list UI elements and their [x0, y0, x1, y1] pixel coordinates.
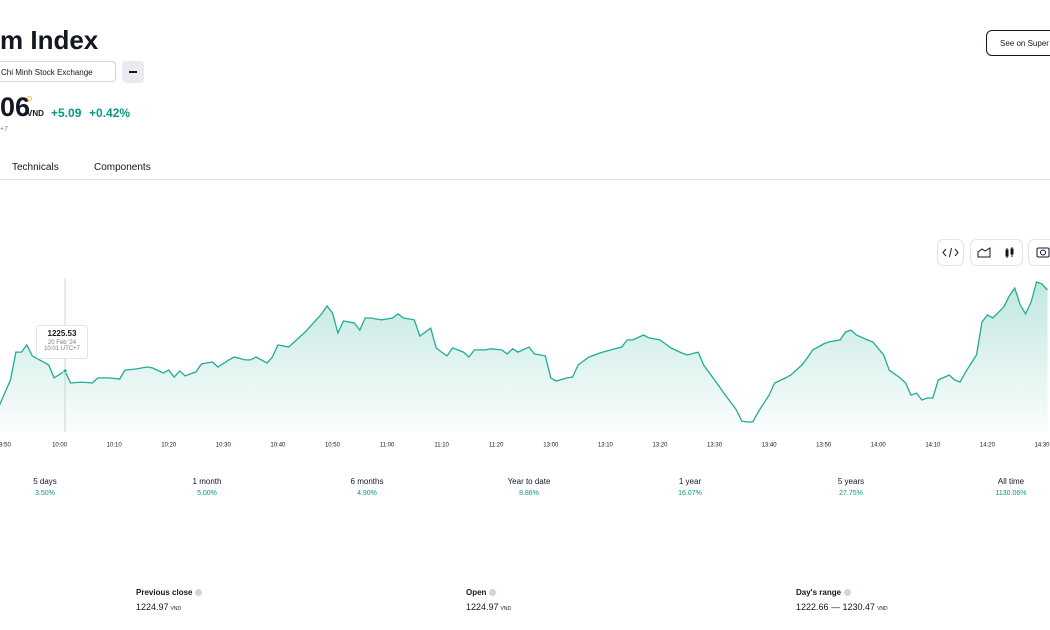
stat-label-text: Day's range: [796, 588, 842, 597]
more-button[interactable]: [122, 61, 144, 83]
chart-style-toggle[interactable]: [970, 239, 1023, 266]
info-icon[interactable]: [195, 589, 203, 596]
performance-period[interactable]: All time: [997, 477, 1025, 486]
performance-period[interactable]: 6 months: [350, 477, 384, 486]
stat-value: 1224.97 VND: [466, 602, 511, 612]
x-tick-label: 10:00: [52, 443, 68, 449]
x-tick-label: 9:50: [0, 443, 11, 449]
x-tick-label: 10:40: [270, 443, 286, 449]
area-fill: [0, 282, 1048, 432]
x-tick-label: 13:40: [762, 443, 778, 449]
price-flag: D: [27, 96, 33, 103]
price: 06: [0, 92, 31, 122]
chart-toolbar: [937, 239, 1050, 266]
currency: VND: [27, 109, 44, 118]
info-icon[interactable]: [489, 589, 497, 596]
screenshot-button[interactable]: [1028, 239, 1050, 266]
see-on-button[interactable]: See on Super: [986, 30, 1050, 56]
stat-value: 1224.97 VND: [136, 602, 181, 612]
performance-change: 1130.06%: [995, 490, 1027, 497]
x-tick-label: 13:10: [598, 443, 614, 449]
x-tick-label: 13:00: [543, 443, 559, 449]
candle-icon[interactable]: [1005, 247, 1014, 258]
tooltip-date: 20 Feb '24: [47, 340, 77, 346]
hover-point: [62, 368, 68, 374]
x-tick-label: 14:00: [871, 443, 887, 449]
timezone: +7: [0, 126, 8, 133]
x-tick-label: 14:20: [980, 443, 996, 449]
area-icon[interactable]: [977, 247, 991, 258]
x-tick-label: 10:50: [325, 443, 341, 449]
performance-period[interactable]: Year to date: [507, 477, 551, 486]
x-tick-label: 10:20: [161, 443, 177, 449]
symbol-title: m Index: [0, 25, 99, 55]
performance-period[interactable]: 1 year: [678, 477, 702, 486]
performance-change: 27.75%: [839, 490, 863, 497]
camera-icon: [1036, 247, 1050, 258]
stat-label-text: Previous close: [136, 588, 193, 597]
stat-unit: VND: [170, 606, 182, 612]
tab[interactable]: Technicals: [12, 162, 59, 173]
tooltip-value: 1225.53: [47, 329, 77, 338]
performance-change: 8.86%: [519, 490, 539, 497]
x-tick-label: 13:50: [816, 443, 832, 449]
performance-period[interactable]: 5 years: [837, 477, 865, 486]
info-icon[interactable]: [844, 589, 852, 596]
stat-value-text: 1224.97: [466, 602, 499, 612]
price-change: +5.09: [51, 106, 82, 120]
stat-value-text: 1222.66 — 1230.47: [796, 602, 876, 612]
x-tick-label: 11:00: [380, 443, 395, 449]
stat-unit: VND: [877, 606, 888, 612]
x-tick-label: 11:20: [489, 443, 504, 449]
stat-value-text: 1224.97: [136, 602, 169, 612]
x-tick-label: 10:10: [107, 443, 123, 449]
stat-value: 1222.66 — 1230.47 VND: [796, 602, 888, 612]
performance-change: 5.00%: [197, 490, 217, 497]
stat-label: Open: [466, 588, 497, 597]
more-icon: [129, 71, 137, 73]
stat-label: Day's range: [796, 588, 852, 597]
price-change-percent: +0.42%: [89, 106, 131, 120]
tooltip: 1225.53 20 Feb '24 10:01 UTC+7: [36, 325, 88, 359]
performance-period[interactable]: 5 days: [33, 477, 57, 486]
x-tick-label: 11:10: [434, 443, 449, 449]
x-tick-label: 14:10: [925, 443, 941, 449]
performance-change: 4.90%: [357, 490, 377, 497]
x-tick-label: 10:30: [216, 443, 232, 449]
exchange-pill[interactable]: Chi Minh Stock Exchange: [0, 61, 116, 82]
stat-label-text: Open: [466, 588, 487, 597]
camera-lens: [1040, 249, 1046, 256]
embed-icon: [942, 247, 959, 258]
tooltip-time: 10:01 UTC+7: [44, 346, 80, 352]
tab[interactable]: Components: [94, 162, 151, 173]
performance-change: 16.07%: [678, 490, 702, 497]
x-tick-label: 13:30: [707, 443, 723, 449]
plot-area: 9:50 10:00 10:10 10:20 10:30 10:40 10:50 11:00 1…: [0, 278, 1050, 449]
stat-unit: VND: [500, 606, 512, 612]
x-tick-label: 14:30: [1034, 443, 1050, 449]
performance-change: 3.50%: [35, 490, 55, 497]
stat-label: Previous close: [136, 588, 203, 597]
performance-period[interactable]: 1 month: [192, 477, 222, 486]
x-tick-label: 13:20: [652, 443, 668, 449]
price-line: [0, 281, 1048, 423]
